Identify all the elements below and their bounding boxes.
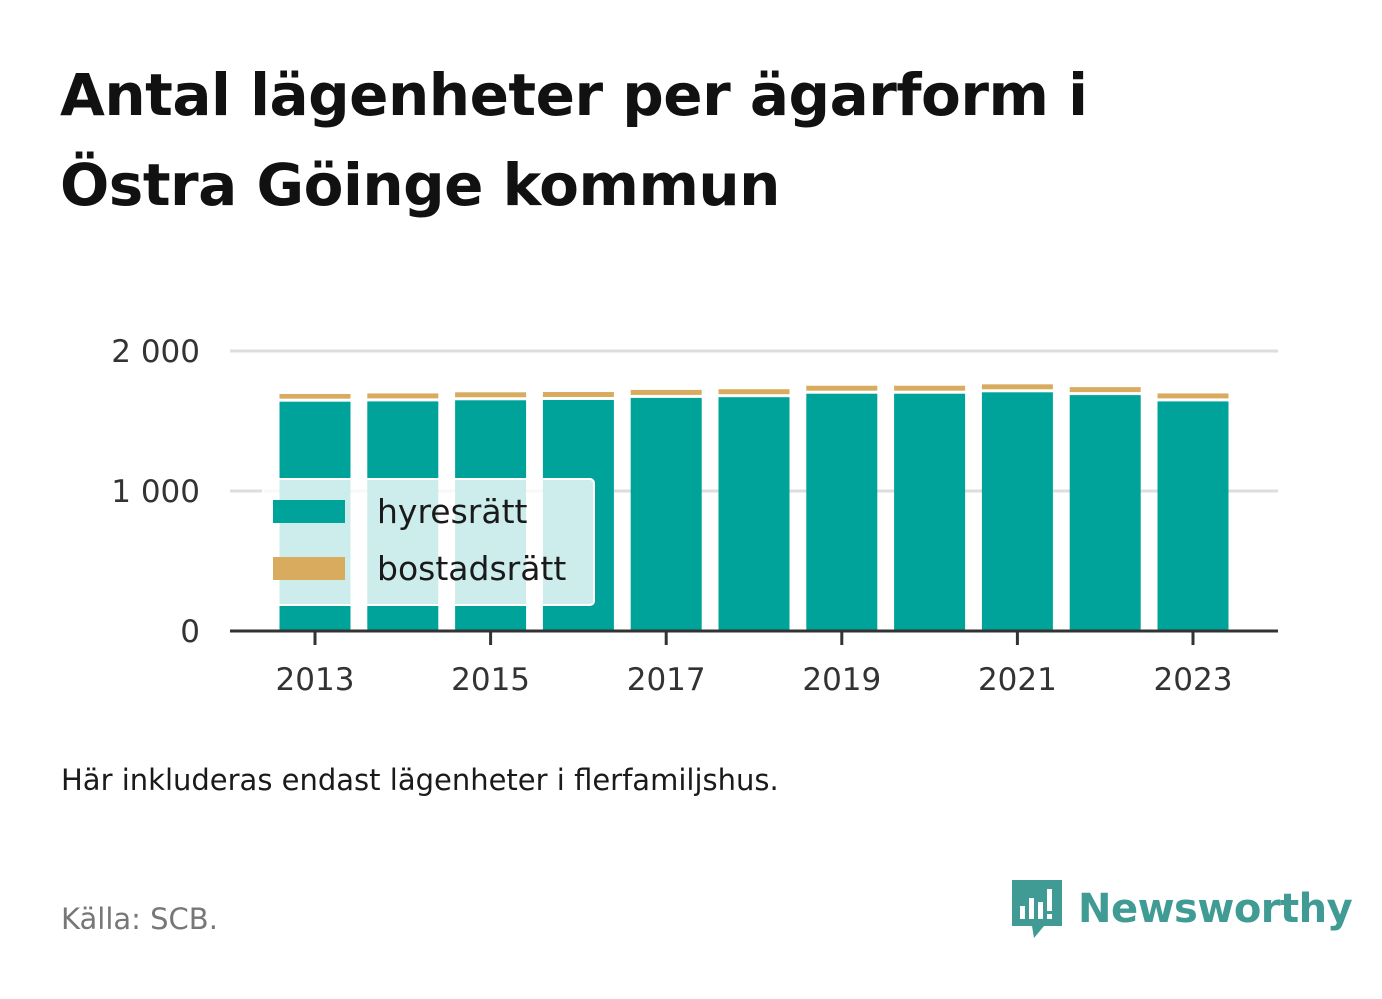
bar-bostadsratt [1069, 387, 1141, 393]
y-axis-ticks: 0 1 000 2 000 [111, 334, 200, 650]
x-tick-label: 2013 [276, 662, 355, 698]
bar-bostadsratt [1157, 393, 1229, 399]
x-tick-label: 2019 [802, 662, 881, 698]
bar-bostadsratt [367, 393, 439, 399]
bar-hyresratt [806, 393, 878, 631]
x-tick-label: 2017 [627, 662, 706, 698]
bar-chart-speech-bubble-icon [1012, 880, 1062, 938]
x-axis-ticks: 2013 2015 2017 2019 2021 2023 [276, 631, 1233, 698]
legend-label: hyresrätt [377, 492, 528, 531]
x-tick-label: 2015 [451, 662, 530, 698]
chart-title: Antal lägenheter per ägarform i Östra Gö… [60, 50, 1310, 230]
bar-bostadsratt [718, 389, 790, 395]
bar-bostadsratt [981, 384, 1053, 390]
legend-swatch [273, 557, 345, 580]
bar-bostadsratt [894, 385, 966, 391]
bar-bostadsratt [806, 385, 878, 391]
bar-bostadsratt [630, 389, 702, 395]
legend-swatch [273, 500, 345, 523]
x-tick-label: 2023 [1154, 662, 1233, 698]
bar-bostadsratt [455, 392, 527, 398]
y-tick-label: 1 000 [111, 474, 200, 510]
y-tick-label: 0 [180, 614, 200, 650]
source-text: Källa: SCB. [61, 902, 218, 936]
brand-logo: Newsworthy [1010, 878, 1353, 940]
chart-title-line-1: Antal lägenheter per ägarform i [60, 61, 1088, 129]
bar-hyresratt [894, 393, 966, 631]
brand-name: Newsworthy [1078, 886, 1353, 932]
bar-bostadsratt [279, 393, 351, 399]
y-tick-label: 2 000 [111, 334, 200, 370]
bar-hyresratt [630, 397, 702, 631]
bar-hyresratt [1069, 395, 1141, 631]
bar-hyresratt [718, 397, 790, 631]
legend-box [262, 478, 595, 606]
chart-title-line-2: Östra Göinge kommun [60, 151, 780, 219]
bar-hyresratt [981, 392, 1053, 631]
legend-label: bostadsrätt [377, 549, 566, 588]
footnote: Här inkluderas endast lägenheter i flerf… [61, 763, 779, 797]
legend: hyresrätt bostadsrätt [262, 478, 595, 606]
bar-bostadsratt [542, 392, 614, 397]
bar-chart: 0 1 000 2 000 2013 2015 2017 2019 2021 2023 hyr… [111, 334, 1278, 698]
bar-hyresratt [1157, 401, 1229, 631]
x-tick-label: 2021 [978, 662, 1057, 698]
